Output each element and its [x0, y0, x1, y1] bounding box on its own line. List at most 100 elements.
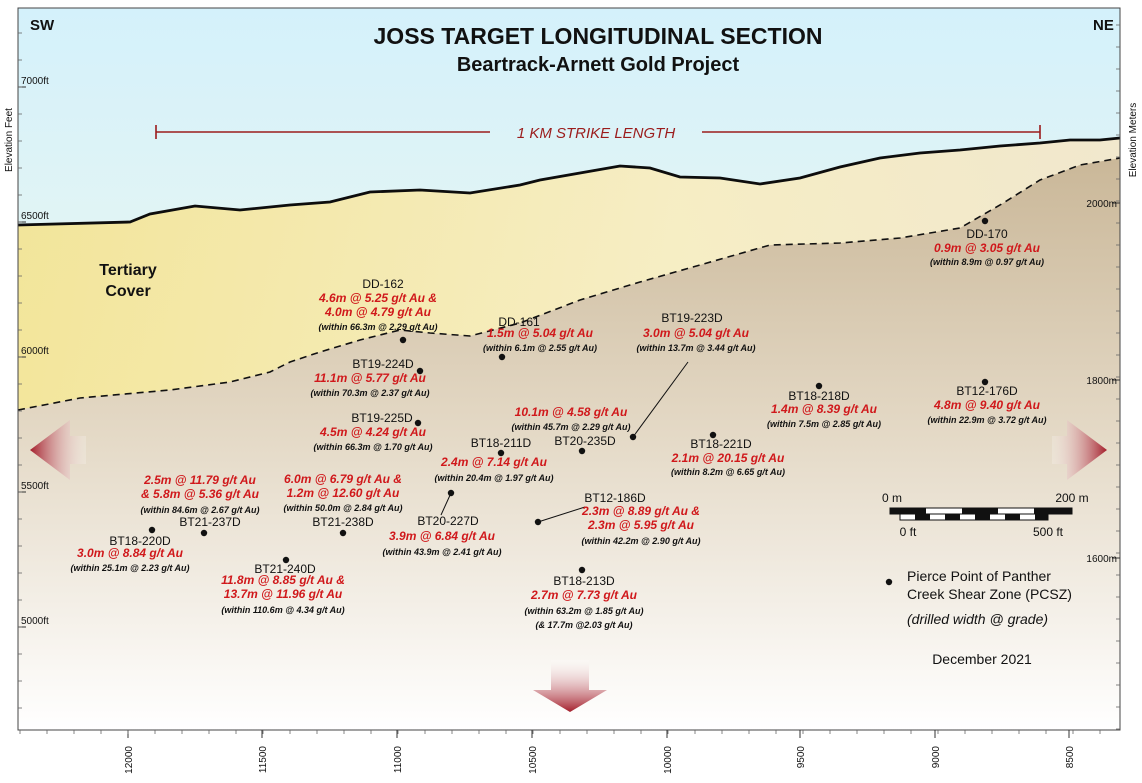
scale-bar: 0 m 200 m 0 ft 500 ft: [882, 491, 1089, 539]
pierce-point-bt19-225d: [414, 419, 422, 427]
pierce-point-bt18-213d: [578, 566, 586, 574]
hole-intercept: 1.5m @ 5.04 g/t Au: [487, 326, 594, 340]
hole-intercept: 2.4m @ 7.14 g/t Au: [440, 455, 548, 469]
legend-pierce-point-icon: [885, 578, 893, 586]
leader-bt20-227d: [440, 492, 452, 516]
legend: Pierce Point of Panther Creek Shear Zone…: [885, 568, 1072, 667]
left-tick-label: 6000ft: [21, 346, 49, 357]
tertiary-label-line2: Cover: [105, 283, 150, 300]
hole-name: BT12-186D: [584, 491, 646, 505]
hole-name: BT18-211D: [471, 436, 532, 450]
topography-line: [17, 136, 1121, 227]
hole-name: BT18-213D: [553, 574, 615, 588]
hole-name: BT18-220D: [109, 534, 171, 548]
bottom-tick-label: 10500: [528, 746, 539, 774]
pierce-points: [148, 217, 989, 574]
hole-within: (within 42.2m @ 2.90 g/t Au): [582, 536, 701, 546]
bottom-tick-label: 12000: [124, 746, 135, 774]
hole-intercept: 3.9m @ 6.84 g/t Au: [389, 529, 496, 543]
legend-line1: Pierce Point of Panther: [907, 568, 1051, 584]
left-tick-label: 7000ft: [21, 76, 49, 87]
direction-sw: SW: [30, 17, 55, 34]
arrow-down-icon: [533, 660, 607, 712]
hole-within: (within 110.6m @ 4.34 g/t Au): [221, 605, 344, 615]
hole-intercept: & 5.8m @ 5.36 g/t Au: [141, 487, 260, 501]
direction-ne: NE: [1093, 17, 1114, 34]
hole-intercept: 11.8m @ 8.85 g/t Au &: [221, 573, 345, 587]
drill-hole-bt21-238d: BT21-238D 6.0m @ 6.79 g/t Au &1.2m @ 12.6…: [284, 472, 403, 529]
bottom-tick-label: 11500: [258, 746, 269, 774]
hole-name: BT19-225D: [351, 411, 413, 425]
hole-within: (within 8.2m @ 6.65 g/t Au): [671, 467, 785, 477]
arrow-right-icon: [1052, 420, 1107, 480]
hole-within: (within 6.1m @ 2.55 g/t Au): [483, 343, 597, 353]
leader-bt19-223d: [632, 361, 689, 438]
page-subtitle: Beartrack-Arnett Gold Project: [457, 54, 740, 76]
hole-intercept: 1.4m @ 8.39 g/t Au: [771, 402, 878, 416]
tertiary-label-line1: Tertiary: [99, 262, 157, 279]
hole-intercept: 0.9m @ 3.05 g/t Au: [934, 241, 1041, 255]
scale-metric-start: 0 m: [882, 491, 902, 505]
hole-name: BT19-223D: [661, 311, 723, 325]
pierce-point-dd-170: [981, 217, 989, 225]
hole-intercept: 2.7m @ 7.73 g/t Au: [530, 588, 638, 602]
hole-name: DD-161: [498, 315, 540, 329]
hole-within: (within 43.9m @ 2.41 g/t Au): [383, 547, 502, 557]
left-tick-label: 6500ft: [21, 211, 49, 222]
left-tick-label: 5000ft: [21, 616, 49, 627]
hole-intercept: 4.8m @ 9.40 g/t Au: [933, 398, 1041, 412]
hole-intercept: 1.2m @ 12.60 g/t Au: [287, 486, 400, 500]
hole-intercept: 4.6m @ 5.25 g/t Au &: [318, 291, 437, 305]
scale-imperial-start: 0 ft: [900, 525, 917, 539]
pierce-point-bt21-240d: [282, 556, 290, 564]
hole-name: BT19-224D: [352, 357, 414, 371]
hole-name: BT21-238D: [312, 515, 374, 529]
hole-within: (within 50.0m @ 2.84 g/t Au): [284, 503, 403, 513]
leader-bt12-186d: [537, 506, 586, 523]
hole-within: (within 20.4m @ 1.97 g/t Au): [435, 473, 554, 483]
right-axis: Elevation Meters 2000m 1800m 1600m: [1086, 24, 1139, 730]
strike-length-label: 1 KM STRIKE LENGTH: [517, 125, 676, 142]
hole-name: BT18-221D: [690, 437, 752, 451]
right-axis-title: Elevation Meters: [1128, 103, 1139, 177]
hole-intercept: 3.0m @ 5.04 g/t Au: [643, 326, 750, 340]
hole-name: DD-162: [362, 277, 404, 291]
hole-within: (within 7.5m @ 2.85 g/t Au): [767, 419, 881, 429]
hole-intercept: 2.3m @ 5.95 g/t Au: [587, 518, 695, 532]
hole-intercept: 3.0m @ 8.84 g/t Au: [77, 546, 184, 560]
hole-name: DD-170: [966, 227, 1008, 241]
bottom-axis: 12000 11500 11000 10500 10000 9500 9000 8500: [19, 730, 1101, 774]
hole-name: BT18-218D: [788, 389, 850, 403]
drill-hole-bt21-237d: BT21-237D 2.5m @ 11.79 g/t Au& 5.8m @ 5.3…: [141, 473, 260, 529]
hole-intercept: 4.0m @ 4.79 g/t Au: [324, 305, 432, 319]
pierce-point-bt21-238d: [339, 529, 347, 537]
hole-intercept: 13.7m @ 11.96 g/t Au: [224, 587, 343, 601]
hole-name: BT21-237D: [179, 515, 241, 529]
bottom-tick-label: 9500: [796, 746, 807, 769]
pierce-point-bt19-224d: [416, 367, 424, 375]
left-axis-title: Elevation Feet: [4, 108, 15, 172]
pierce-point-bt19-223d: [629, 433, 637, 441]
hole-within: (within 25.1m @ 2.23 g/t Au): [71, 563, 190, 573]
legend-note: (drilled width @ grade): [907, 611, 1048, 627]
hole-within: (& 17.7m @2.03 g/t Au): [536, 620, 633, 630]
hole-within: (within 13.7m @ 3.44 g/t Au): [637, 343, 756, 353]
hole-intercept: 4.5m @ 4.24 g/t Au: [319, 425, 427, 439]
hole-within: (within 8.9m @ 0.97 g/t Au): [930, 257, 1044, 267]
legend-line2: Creek Shear Zone (PCSZ): [907, 586, 1072, 602]
pierce-point-bt18-220d: [148, 526, 156, 534]
hole-within: (within 84.6m @ 2.67 g/t Au): [141, 505, 260, 515]
